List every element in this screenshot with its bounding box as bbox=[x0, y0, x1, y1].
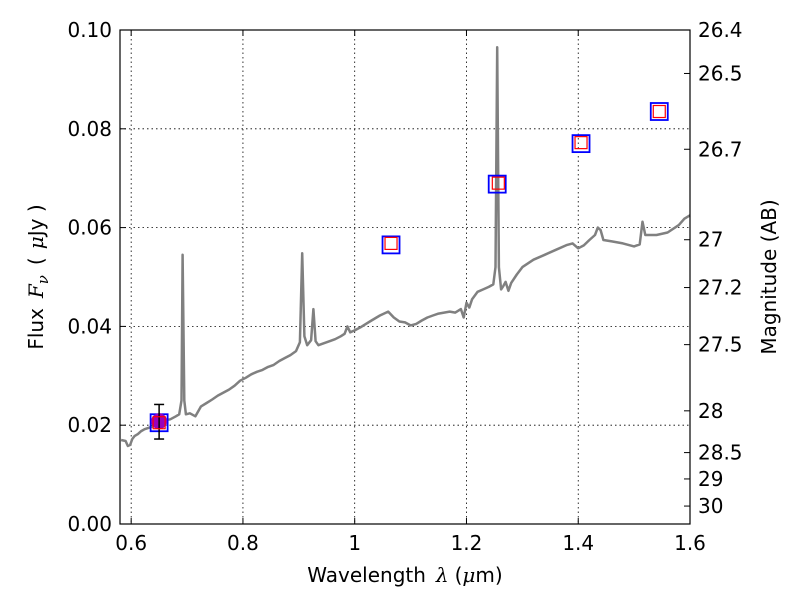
y2-axis-label: Magnitude (AB) bbox=[757, 199, 781, 354]
y2-tick-label: 27.5 bbox=[698, 333, 743, 357]
x-axis-label-unit-open: ( bbox=[455, 563, 463, 587]
x-tick-label: 0.8 bbox=[227, 531, 259, 555]
y2-tick-label: 27.2 bbox=[698, 276, 743, 300]
y-tick-label: 0.10 bbox=[67, 18, 112, 42]
model-photometry-point bbox=[152, 416, 166, 430]
y-tick-label: 0.06 bbox=[67, 216, 112, 240]
plot-frame bbox=[119, 29, 691, 525]
y-axis-label-unit-rest: Jy ) bbox=[24, 204, 48, 238]
observed-photometry-point bbox=[649, 102, 669, 121]
x-tick-label: 1.4 bbox=[562, 531, 594, 555]
model-photometry-point bbox=[491, 176, 505, 190]
x-axis-label-unit-mu: μ bbox=[462, 563, 475, 587]
axis-ticks: 0.6 0.8 1 1.2 1.4 1.6 0.00 0.02 0.04 0.06 0.08 0.10… bbox=[67, 18, 742, 555]
observed-photometry-point bbox=[381, 235, 401, 255]
x-axis-label-unit-rest: m) bbox=[475, 563, 502, 587]
x-axis-label-text: Wavelength bbox=[307, 563, 426, 587]
spectrum-line bbox=[120, 46, 691, 448]
y2-tick-label: 30 bbox=[698, 494, 723, 518]
model-photometry-point bbox=[652, 104, 666, 119]
y2-tick-label: 26.7 bbox=[698, 137, 743, 161]
y2-tick-label: 29 bbox=[698, 467, 723, 491]
y2-tick-label: 26.5 bbox=[698, 61, 743, 85]
y-axis-label-text: Flux bbox=[24, 308, 48, 350]
y-axis-label-unit-open: ( bbox=[24, 257, 48, 265]
y2-tick-label: 26.4 bbox=[698, 18, 743, 42]
photometry-series bbox=[149, 102, 669, 440]
grid bbox=[120, 30, 690, 524]
x-axis-label-symbol: λ bbox=[435, 563, 449, 587]
y-tick-label: 0.08 bbox=[67, 117, 112, 141]
observed-photometry-point bbox=[487, 174, 507, 194]
spectrum-series bbox=[120, 46, 691, 448]
x-axis-label: Wavelength λ (μm) bbox=[307, 563, 502, 587]
model-photometry-point bbox=[384, 236, 398, 251]
y2-tick-label: 28 bbox=[698, 399, 723, 423]
model-photometry-point bbox=[574, 136, 588, 150]
x-tick-label: 1 bbox=[348, 531, 361, 555]
x-tick-label: 1.6 bbox=[674, 531, 706, 555]
observed-photometry-point bbox=[571, 134, 591, 154]
y-tick-label: 0.04 bbox=[67, 314, 112, 338]
y-axis-label: Flux Fν ( μJy ) bbox=[24, 204, 52, 349]
y-axis-label-unit-mu: μ bbox=[24, 236, 48, 249]
x-tick-label: 0.6 bbox=[115, 531, 147, 555]
y-tick-label: 0.02 bbox=[67, 413, 112, 437]
y-axis-label-symbol: F bbox=[24, 283, 48, 299]
y-axis-label-subscript: ν bbox=[34, 275, 52, 284]
y2-tick-label: 28.5 bbox=[698, 441, 743, 465]
y-tick-label: 0.00 bbox=[67, 512, 112, 536]
x-tick-label: 1.2 bbox=[451, 531, 483, 555]
y2-tick-label: 27 bbox=[698, 228, 723, 252]
